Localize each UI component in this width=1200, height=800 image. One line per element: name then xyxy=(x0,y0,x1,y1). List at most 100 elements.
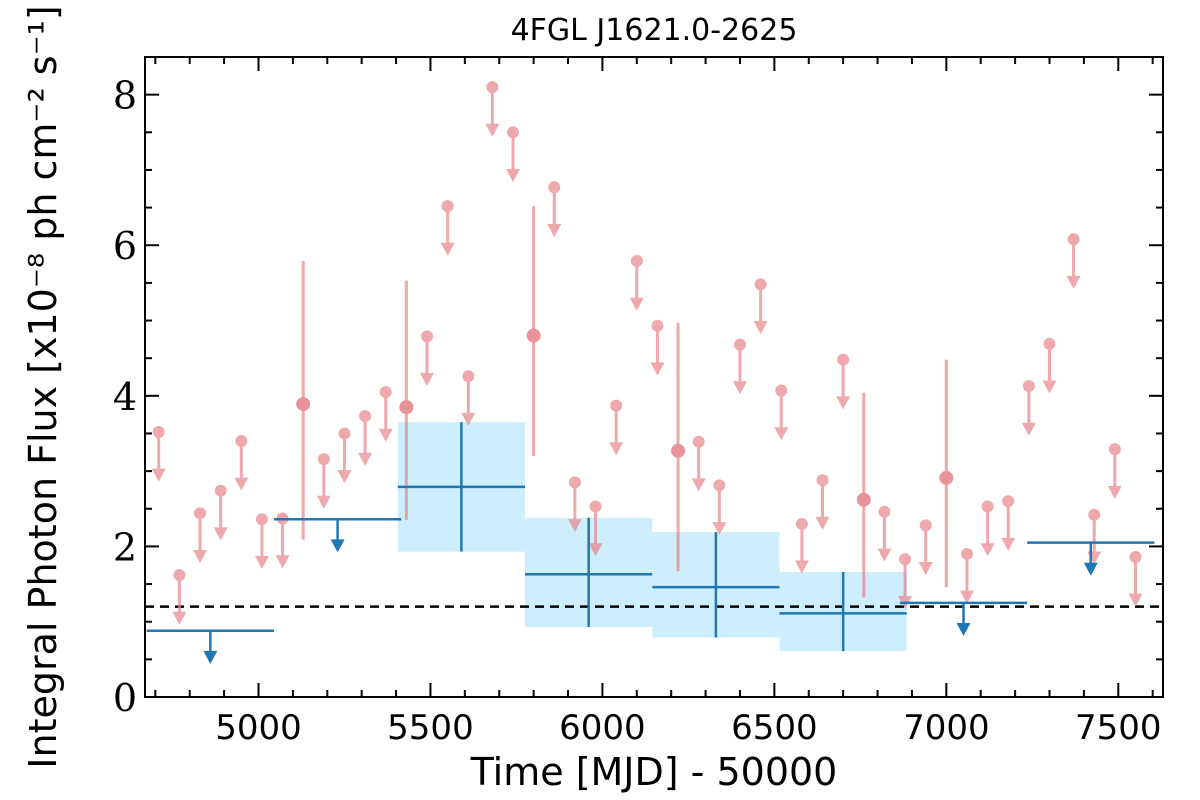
detection-marker xyxy=(671,443,686,458)
upper-limit-marker xyxy=(173,569,186,582)
short-bin-upper-limit xyxy=(794,517,809,574)
upper-limit-arrowhead xyxy=(1001,537,1016,551)
short-bin-upper-limit xyxy=(567,476,582,533)
chart-title: 4FGL J1621.0-2625 xyxy=(511,13,798,48)
upper-limit-marker xyxy=(214,484,227,497)
upper-limit-marker xyxy=(506,126,519,139)
short-bin-upper-limit xyxy=(485,81,500,137)
x-tick-label: 5000 xyxy=(215,708,302,748)
upper-limit-marker xyxy=(152,425,165,438)
upper-limit-marker xyxy=(610,399,623,412)
upper-limit-marker xyxy=(960,547,973,560)
y-tick-label: 4 xyxy=(113,375,137,419)
upper-limit-marker xyxy=(816,474,829,487)
short-bin-upper-limit xyxy=(609,399,624,456)
short-bin-layer xyxy=(151,81,1143,625)
upper-limit-arrowhead xyxy=(358,452,373,466)
short-bin-upper-limit xyxy=(959,547,974,604)
upper-limit-arrowhead xyxy=(588,543,603,557)
upper-limit-arrowhead xyxy=(213,527,228,541)
long-bin-upper-limit xyxy=(146,629,274,664)
upper-limit-marker xyxy=(919,519,932,532)
long-bin-limit-arrowhead xyxy=(330,539,345,553)
long-bin-detection xyxy=(779,572,907,652)
short-bin-upper-limit xyxy=(1087,508,1102,565)
short-bin-upper-limit xyxy=(836,353,851,410)
short-bin-detection xyxy=(939,359,954,588)
y-axis-label: Integral Photon Flux [x10⁻⁸ ph cm⁻² s⁻¹] xyxy=(21,5,65,768)
short-bin-detection xyxy=(671,322,686,572)
x-tick-label: 6000 xyxy=(559,708,646,748)
long-bin-limit-arrowhead xyxy=(956,623,971,636)
upper-limit-marker xyxy=(235,435,248,447)
short-bin-upper-limit xyxy=(1128,550,1143,607)
short-bin-upper-limit xyxy=(440,200,455,256)
x-tick-label: 7500 xyxy=(1075,708,1162,748)
y-tick-label: 0 xyxy=(113,676,137,720)
upper-limit-arrowhead xyxy=(505,168,520,182)
y-tick-label: 6 xyxy=(113,224,137,268)
upper-limit-arrowhead xyxy=(629,297,644,311)
upper-limit-marker xyxy=(568,476,581,489)
upper-limit-marker xyxy=(441,200,454,213)
upper-limit-marker xyxy=(359,410,372,423)
short-bin-upper-limit xyxy=(1001,495,1016,551)
long-bin-detection xyxy=(397,422,526,552)
short-bin-upper-limit xyxy=(877,505,892,562)
upper-limit-arrowhead xyxy=(1087,551,1102,565)
upper-limit-arrowhead xyxy=(316,495,331,509)
detection-marker xyxy=(526,328,541,343)
short-bin-upper-limit xyxy=(1042,337,1057,394)
upper-limit-arrowhead xyxy=(234,477,249,491)
upper-limit-marker xyxy=(713,479,726,492)
short-bin-upper-limit xyxy=(213,484,228,541)
short-bin-upper-limit xyxy=(732,338,747,395)
long-bin-detection xyxy=(525,517,653,627)
upper-limit-marker xyxy=(548,181,561,194)
upper-limit-arrowhead xyxy=(440,242,455,256)
x-axis-label: Time [MJD] - 50000 xyxy=(470,750,838,794)
short-bin-upper-limit xyxy=(234,435,249,491)
upper-limit-arrowhead xyxy=(815,516,830,530)
upper-limit-marker xyxy=(486,81,499,94)
short-bin-upper-limit xyxy=(980,500,995,557)
upper-limit-arrowhead xyxy=(172,611,187,625)
upper-limit-arrowhead xyxy=(1107,485,1122,499)
detection-marker xyxy=(939,470,954,485)
long-bin-limit-arrowhead xyxy=(1083,562,1098,576)
upper-limit-arrowhead xyxy=(774,427,789,441)
upper-limit-marker xyxy=(651,319,664,332)
upper-limit-arrowhead xyxy=(461,412,476,426)
upper-limit-arrowhead xyxy=(732,381,747,395)
upper-limit-marker xyxy=(194,507,207,520)
upper-limit-arrowhead xyxy=(836,396,851,410)
axis-ticks xyxy=(145,56,1163,698)
upper-limit-arrowhead xyxy=(959,590,974,604)
upper-limit-marker xyxy=(692,435,705,448)
short-bin-upper-limit xyxy=(316,453,331,509)
upper-limit-marker xyxy=(1022,380,1035,393)
detection-marker xyxy=(296,397,311,412)
upper-limit-arrowhead xyxy=(918,562,933,576)
short-bin-upper-limit xyxy=(547,181,562,237)
short-bin-upper-limit xyxy=(1107,443,1122,499)
upper-limit-marker xyxy=(1043,337,1056,350)
short-bin-detection xyxy=(296,261,311,540)
upper-limit-marker xyxy=(379,386,392,399)
upper-limit-marker xyxy=(1108,443,1121,456)
upper-limit-arrowhead xyxy=(1128,593,1143,607)
upper-limit-arrowhead xyxy=(193,549,208,563)
upper-limit-marker xyxy=(754,278,767,291)
upper-limit-marker xyxy=(255,513,268,526)
upper-limit-marker xyxy=(795,517,808,530)
long-bin-upper-limit xyxy=(899,601,1028,636)
plot-frame xyxy=(144,56,1164,698)
short-bin-upper-limit xyxy=(461,370,476,426)
upper-limit-marker xyxy=(837,353,850,366)
upper-limit-arrowhead xyxy=(151,468,166,482)
short-bin-upper-limit xyxy=(151,425,166,482)
upper-limit-marker xyxy=(462,370,475,383)
upper-limit-arrowhead xyxy=(794,560,809,574)
short-bin-upper-limit xyxy=(193,507,208,563)
upper-limit-arrowhead xyxy=(753,321,768,335)
